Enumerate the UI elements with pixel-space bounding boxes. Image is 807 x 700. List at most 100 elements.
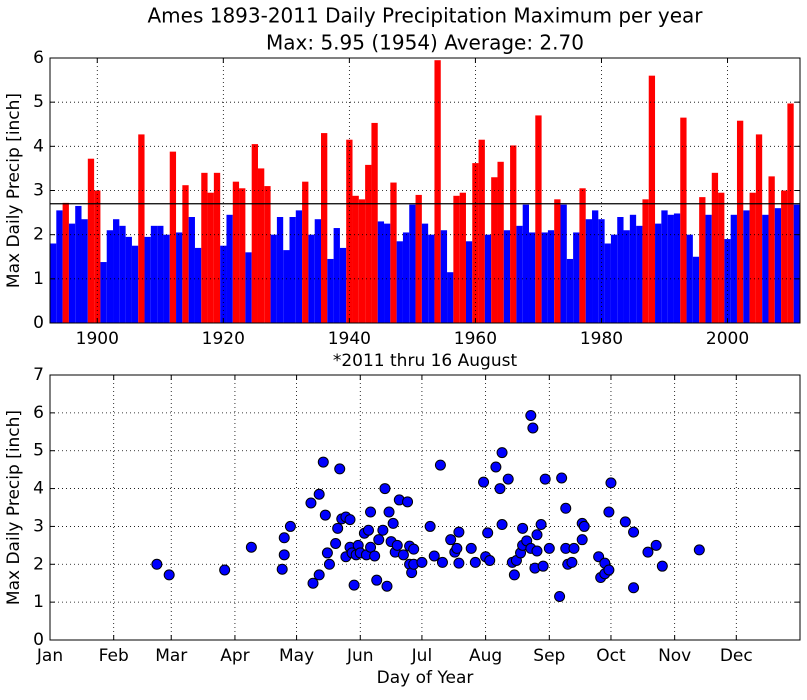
point <box>484 555 496 566</box>
y-tick-label: 5 <box>33 441 44 461</box>
point <box>305 497 317 509</box>
point <box>531 529 543 541</box>
bar <box>604 243 611 323</box>
bar <box>762 214 769 323</box>
bar <box>302 181 309 323</box>
point <box>365 541 377 553</box>
x-tick-label: Aug <box>469 646 502 666</box>
bar <box>365 164 372 323</box>
bar <box>774 208 782 323</box>
bar <box>541 232 548 323</box>
bar <box>62 202 69 323</box>
bar <box>194 247 202 323</box>
point <box>556 472 568 484</box>
point <box>539 473 551 485</box>
chart-title: Ames 1893-2011 Daily Precipitation Maxim… <box>147 4 703 28</box>
bar <box>421 223 429 323</box>
x-tick-label: 1920 <box>202 329 245 349</box>
bar <box>339 247 347 323</box>
point <box>642 546 654 558</box>
bar <box>138 134 145 323</box>
point <box>307 577 319 589</box>
bar <box>636 225 643 323</box>
point <box>245 541 257 553</box>
x-tick-label: Jul <box>411 646 433 666</box>
bar <box>68 223 76 323</box>
bar <box>755 134 763 323</box>
bar <box>396 241 403 323</box>
point <box>576 534 588 546</box>
x-tick-label: Oct <box>596 646 626 666</box>
x-tick-label: Apr <box>220 646 249 666</box>
bar <box>528 232 536 323</box>
bar <box>718 192 725 323</box>
bar <box>730 214 737 323</box>
bar <box>510 145 517 323</box>
point <box>494 483 506 495</box>
point <box>603 564 615 576</box>
bar <box>447 272 454 323</box>
bar <box>207 192 214 323</box>
bar <box>554 199 561 323</box>
bar <box>566 258 574 323</box>
point <box>496 447 508 459</box>
bar <box>711 172 719 323</box>
bar <box>239 188 246 323</box>
bar <box>113 219 120 323</box>
bar <box>276 217 284 323</box>
bar <box>535 115 542 324</box>
bar <box>459 192 466 323</box>
bar <box>491 177 498 323</box>
bar <box>415 194 422 323</box>
y-tick-label: 6 <box>33 403 44 423</box>
x-axis-label: Day of Year <box>377 668 474 688</box>
point <box>578 520 590 532</box>
bar <box>522 204 529 323</box>
point <box>365 506 377 518</box>
bar <box>465 241 473 323</box>
bar <box>251 144 258 323</box>
point <box>284 520 296 532</box>
bar <box>188 217 195 323</box>
bar <box>724 239 731 323</box>
point <box>508 569 520 581</box>
point <box>402 496 414 508</box>
y-tick-label: 4 <box>33 136 44 156</box>
y-tick-label: 6 <box>33 48 44 68</box>
x-tick-label: Sep <box>533 646 565 666</box>
point <box>424 520 436 532</box>
bar <box>144 236 151 323</box>
x-tick-label: Jun <box>346 646 374 666</box>
bar <box>617 217 624 323</box>
point <box>397 549 409 561</box>
bar <box>182 185 189 323</box>
point <box>656 560 668 572</box>
point <box>502 473 514 485</box>
bar <box>56 210 63 323</box>
point <box>568 542 580 554</box>
bar <box>308 234 315 323</box>
bar <box>201 172 208 323</box>
bar <box>402 232 410 323</box>
point <box>163 569 175 581</box>
point <box>566 556 578 568</box>
bar <box>257 168 265 323</box>
point <box>323 558 335 570</box>
x-axis-label: *2011 thru 16 August <box>333 351 518 371</box>
point <box>332 522 344 534</box>
bar <box>283 250 290 323</box>
bar <box>673 213 681 323</box>
bar <box>377 221 385 323</box>
bar <box>472 163 479 323</box>
point <box>330 537 342 549</box>
point <box>321 547 333 559</box>
point <box>436 556 448 568</box>
bar <box>749 192 756 323</box>
bar <box>295 210 303 323</box>
bar <box>434 60 441 323</box>
bar <box>169 151 177 323</box>
bar <box>213 172 221 323</box>
bar <box>428 234 435 323</box>
bar <box>226 214 233 323</box>
